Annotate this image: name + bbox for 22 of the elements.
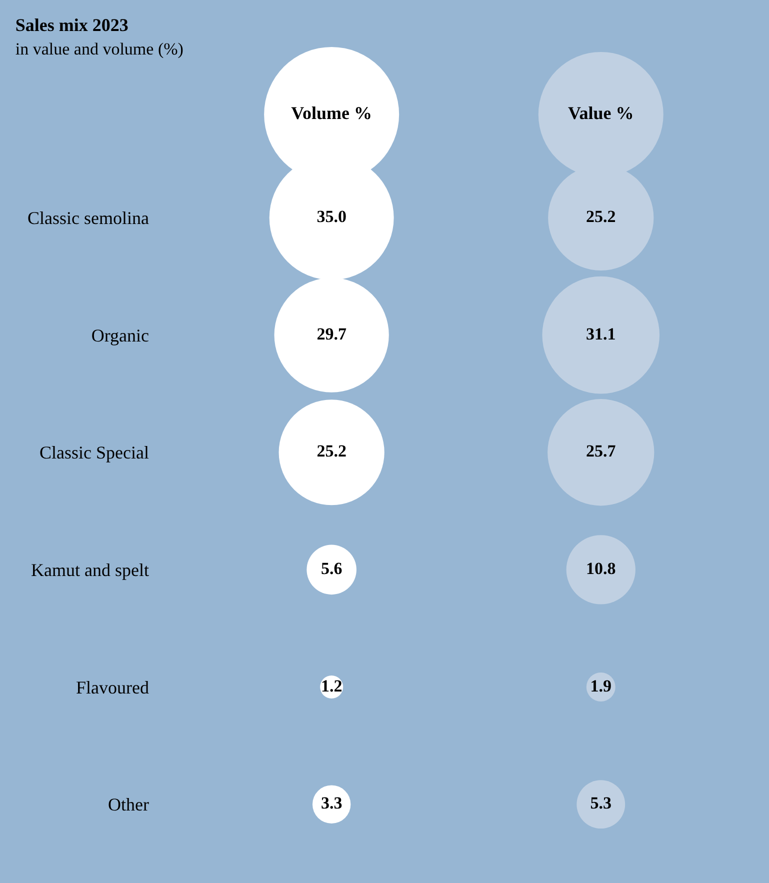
category-label: Kamut and spelt (31, 560, 149, 580)
text: Volume % (291, 102, 372, 123)
data-label: 1.9 (590, 676, 612, 696)
category-label: Flavoured (76, 677, 149, 698)
category-label: Organic (91, 325, 149, 346)
category-label: Classic semolina (28, 208, 150, 228)
data-label: 3.3 (320, 794, 342, 813)
data-label: 5.3 (590, 794, 612, 813)
data-label: 25.7 (586, 442, 616, 461)
data-label: 29.7 (316, 324, 347, 344)
data-label: 35.0 (316, 206, 346, 226)
data-label: 10.8 (586, 558, 616, 578)
data-label: 1.2 (320, 676, 342, 696)
category-label: Classic Special (40, 442, 149, 463)
data-label: 25.2 (316, 442, 346, 461)
text: Sales mix 2023 (15, 14, 128, 35)
data-label: 25.2 (586, 206, 616, 226)
data-label: 5.6 (320, 558, 342, 578)
text: in value and volume (%) (15, 39, 184, 58)
data-label: 31.1 (586, 324, 616, 344)
category-label: Other (108, 794, 150, 815)
text: Value % (568, 102, 634, 123)
